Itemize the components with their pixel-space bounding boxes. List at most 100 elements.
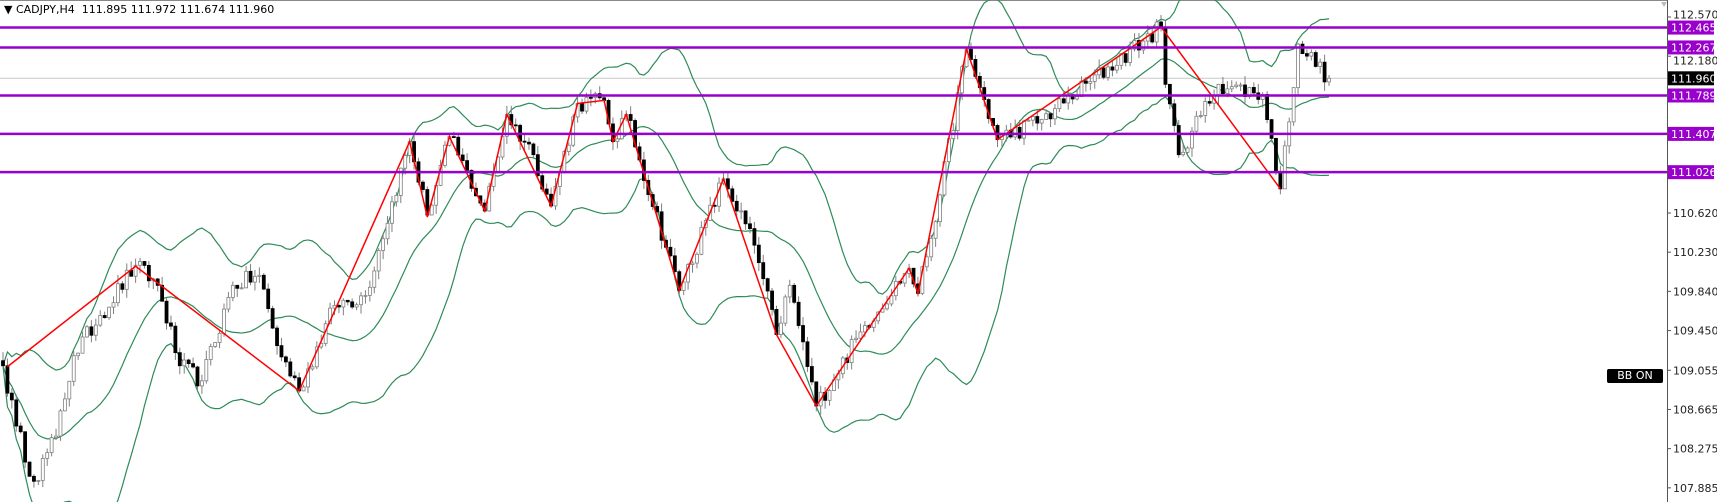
candle xyxy=(27,461,32,477)
candle xyxy=(924,253,929,272)
candle-body xyxy=(1194,115,1199,132)
candle-body xyxy=(1092,74,1097,82)
candle xyxy=(350,298,355,310)
candle-body xyxy=(527,141,531,145)
candle-body xyxy=(98,315,103,326)
candle xyxy=(398,167,403,204)
candle-body xyxy=(1313,52,1318,67)
candle-body xyxy=(531,143,536,156)
candle xyxy=(1256,83,1261,105)
candle-body xyxy=(885,303,889,310)
candle-body xyxy=(9,392,14,401)
candle-body xyxy=(787,284,792,298)
candle-body xyxy=(748,223,752,229)
candle xyxy=(580,98,584,114)
candle-body xyxy=(969,48,973,60)
candle-body xyxy=(695,253,699,264)
candle-body xyxy=(288,361,293,377)
candle-body xyxy=(177,352,182,367)
candle-body xyxy=(571,116,576,146)
candle xyxy=(1022,119,1026,145)
candle-body xyxy=(199,380,204,387)
candle xyxy=(204,350,209,384)
candle xyxy=(261,272,266,291)
candle-body xyxy=(1137,40,1141,51)
candle-body xyxy=(1318,61,1323,67)
candle xyxy=(1057,96,1062,112)
candle xyxy=(734,194,739,219)
candle xyxy=(248,263,253,286)
candle-body xyxy=(1309,52,1314,57)
candle-body xyxy=(1234,84,1239,88)
candle xyxy=(1150,27,1155,44)
bb-lower-band xyxy=(2,96,1330,502)
candle xyxy=(858,323,863,342)
candle-body xyxy=(929,237,934,258)
candle-body xyxy=(381,238,386,251)
candle-body xyxy=(1030,116,1035,121)
candle-body xyxy=(58,410,63,437)
candle xyxy=(699,221,704,256)
candle-body xyxy=(792,284,797,303)
candle xyxy=(270,305,275,330)
candle-body xyxy=(1084,80,1088,84)
candle-body xyxy=(160,284,165,302)
candle-body xyxy=(513,124,518,127)
candle-body xyxy=(429,204,434,216)
candle xyxy=(138,257,142,274)
candle-body xyxy=(372,270,377,288)
candle-body xyxy=(107,306,111,319)
candle-body xyxy=(306,368,310,388)
candle xyxy=(1044,109,1049,120)
candle xyxy=(854,330,858,343)
candle xyxy=(566,142,571,156)
candle xyxy=(5,358,10,397)
candle-body xyxy=(301,386,306,392)
candle xyxy=(32,474,36,488)
candle xyxy=(199,374,204,394)
candle-body xyxy=(535,154,540,177)
candle-body xyxy=(451,136,456,138)
candle xyxy=(597,86,602,101)
y-tick-label: 110.230 xyxy=(1673,246,1717,259)
candle-body xyxy=(1203,101,1208,116)
candle xyxy=(1291,87,1296,126)
candle xyxy=(98,310,103,327)
candle-body xyxy=(1221,83,1225,95)
candle xyxy=(504,105,509,144)
candle xyxy=(76,352,81,360)
candle-body xyxy=(544,188,549,195)
candle-body xyxy=(85,326,89,338)
candle-body xyxy=(1181,151,1186,156)
candle-body xyxy=(734,200,739,212)
candle-body xyxy=(40,458,45,481)
candle xyxy=(1327,75,1331,86)
candle-body xyxy=(239,287,244,290)
candle-body xyxy=(809,366,814,383)
candle-body xyxy=(725,178,730,190)
candle xyxy=(67,380,72,407)
candle xyxy=(513,118,518,131)
candle xyxy=(306,362,310,394)
y-tick-label: 112.570 xyxy=(1673,9,1717,22)
candle-body xyxy=(619,118,624,140)
candle xyxy=(120,280,125,294)
candle-body xyxy=(217,332,222,343)
bb-toggle-button[interactable]: BB ON xyxy=(1607,369,1663,383)
candle-body xyxy=(752,228,757,246)
candle-body xyxy=(23,431,28,463)
candle-body xyxy=(1327,77,1331,83)
candle-body xyxy=(235,284,240,289)
candle xyxy=(1287,117,1292,154)
candle xyxy=(177,347,182,375)
candle-body xyxy=(938,194,942,223)
candle-body xyxy=(566,144,571,152)
candle xyxy=(133,258,138,283)
triangle-down-icon[interactable]: ▼ xyxy=(4,3,16,16)
candle-body xyxy=(142,261,147,266)
candle xyxy=(1030,115,1035,127)
candle xyxy=(1013,119,1018,140)
candle-body xyxy=(584,96,589,112)
